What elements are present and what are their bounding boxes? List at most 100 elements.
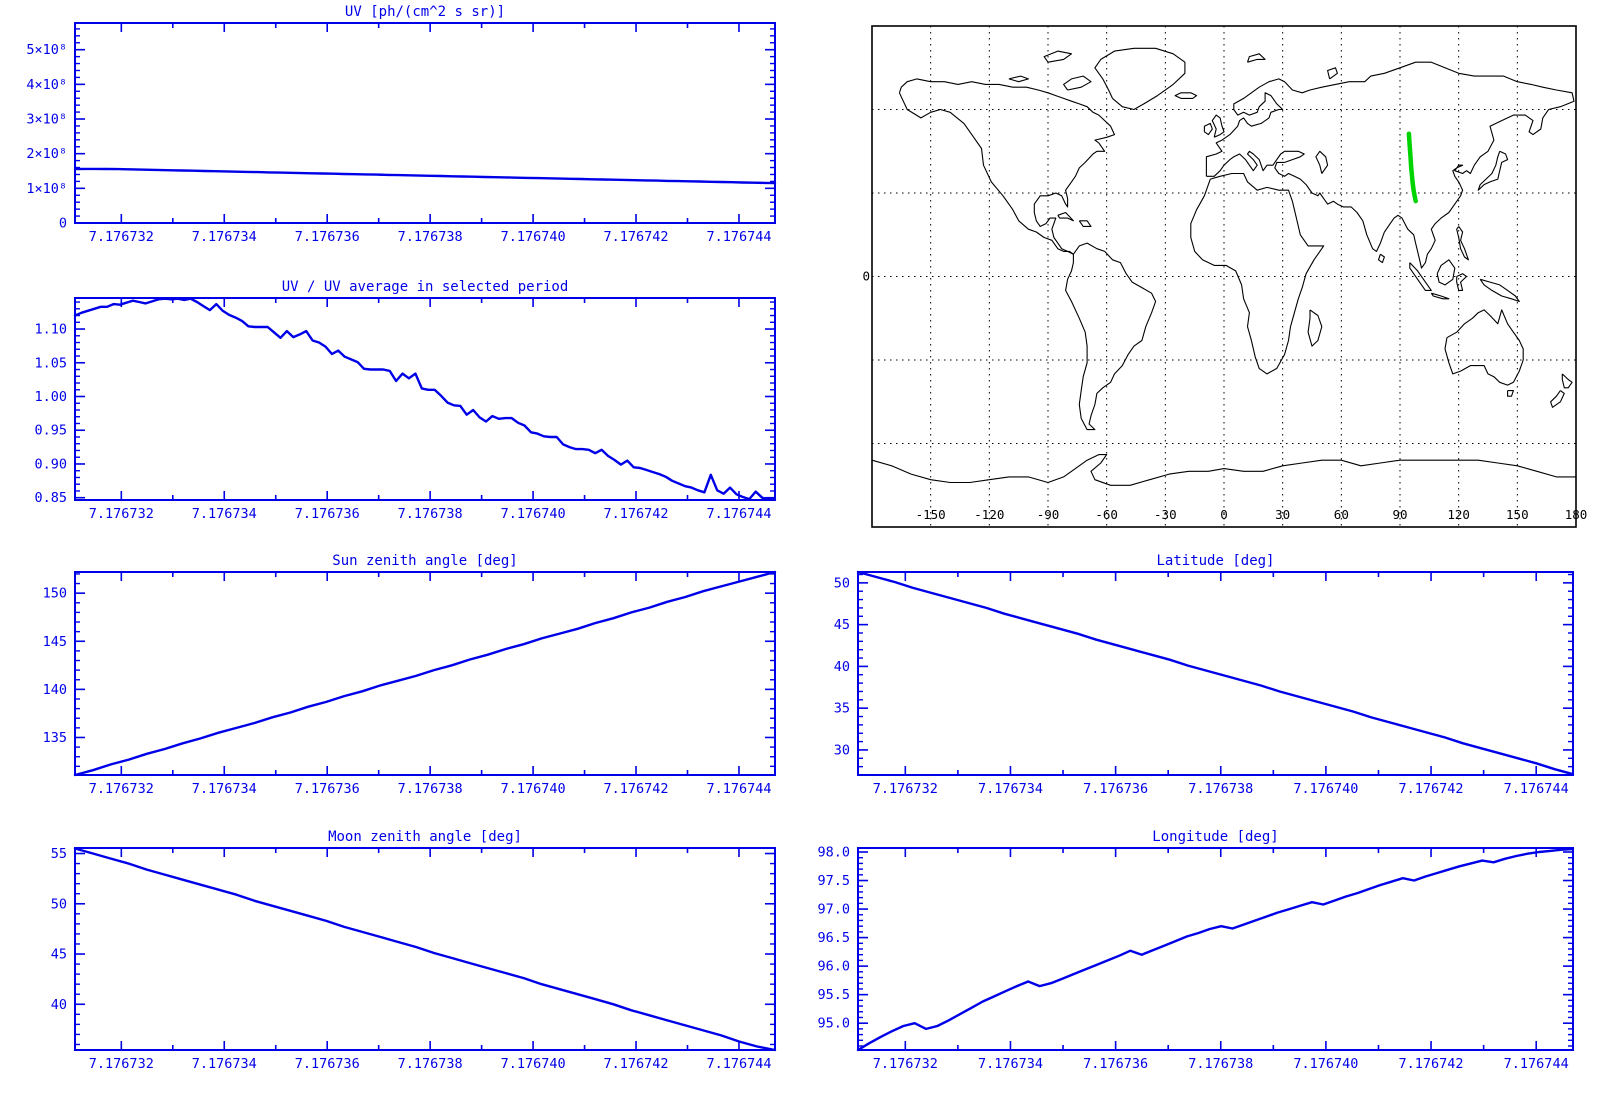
coastline — [1430, 292, 1450, 300]
x-tick-label: 7.176732 — [89, 781, 154, 797]
ground-track — [1406, 131, 1418, 204]
x-tick-label: 7.176734 — [192, 506, 257, 522]
map-lon-label: 120 — [1447, 507, 1470, 522]
x-tick-label: 7.176742 — [604, 1056, 669, 1072]
x-tick-label: 7.176736 — [295, 506, 360, 522]
x-tick-label: 7.176744 — [706, 229, 771, 245]
coastline — [1315, 150, 1329, 174]
x-tick-label: 7.176740 — [501, 781, 566, 797]
y-tick-label: 5×10⁸ — [26, 42, 67, 58]
map-lon-label: 0 — [1220, 507, 1228, 522]
x-tick-label: 7.176738 — [398, 1056, 463, 1072]
x-tick-label: 7.176742 — [1399, 1056, 1464, 1072]
map-lon-label: -30 — [1154, 507, 1177, 522]
x-tick-label: 7.176732 — [89, 1056, 154, 1072]
coastline — [1477, 150, 1509, 191]
x-tick-label: 7.176736 — [295, 781, 360, 797]
y-tick-label: 97.5 — [817, 873, 850, 889]
x-tick-label: 7.176736 — [1083, 1056, 1148, 1072]
map-frame — [871, 25, 1577, 528]
coastline — [1065, 242, 1157, 431]
x-tick-label: 7.176738 — [398, 229, 463, 245]
y-tick-label: 0 — [59, 216, 67, 232]
chart-frame — [857, 571, 1574, 776]
coastline — [1063, 75, 1092, 91]
y-tick-label: 1.05 — [34, 355, 67, 371]
y-tick-label: 97.0 — [817, 902, 850, 918]
chart-title: UV [ph/(cm^2 s sr)] — [345, 4, 505, 20]
y-tick-label: 40 — [834, 659, 850, 675]
x-tick-label: 7.176734 — [192, 781, 257, 797]
x-tick-label: 7.176732 — [873, 781, 938, 797]
x-tick-label: 7.176732 — [89, 506, 154, 522]
coastline — [1078, 220, 1092, 227]
y-tick-label: 4×10⁸ — [26, 77, 67, 93]
coastline — [1436, 259, 1456, 286]
coastline — [1174, 92, 1198, 99]
map-lon-label: 150 — [1506, 507, 1529, 522]
series-line-ratio — [73, 297, 777, 501]
y-tick-label: 96.0 — [817, 959, 850, 975]
y-tick-label: 1.10 — [34, 322, 67, 338]
coastline — [1377, 253, 1385, 264]
coastline — [1456, 273, 1468, 291]
x-tick-label: 7.176740 — [501, 506, 566, 522]
y-tick-label: 0.90 — [34, 456, 67, 472]
coastline — [1479, 278, 1520, 303]
x-tick-label: 7.176732 — [873, 1056, 938, 1072]
coastline — [1205, 61, 1575, 269]
x-tick-label: 7.176738 — [1188, 1056, 1253, 1072]
y-tick-label: 145 — [43, 634, 67, 650]
series-line-longitude — [856, 847, 1575, 1052]
coastline — [1057, 211, 1074, 222]
y-tick-label: 95.0 — [817, 1016, 850, 1032]
x-tick-label: 7.176738 — [398, 506, 463, 522]
series-line-sun_zenith — [73, 570, 777, 777]
x-tick-label: 7.176736 — [295, 1056, 360, 1072]
chart-title: UV / UV average in selected period — [282, 279, 569, 295]
y-tick-label: 1.00 — [34, 389, 67, 405]
y-tick-label: 50 — [834, 575, 850, 591]
chart-moon_zenith: Moon zenith angle [deg] 7.176732 7.176734 7… — [51, 829, 777, 1072]
coastline — [1043, 50, 1073, 63]
y-tick-label: 50 — [51, 896, 67, 912]
chart-frame — [857, 847, 1574, 1051]
y-tick-label: 96.5 — [817, 930, 850, 946]
x-tick-label: 7.176736 — [295, 229, 360, 245]
x-tick-label: 7.176734 — [192, 1056, 257, 1072]
map-lon-label: -150 — [916, 507, 946, 522]
chart-ratio: UV / UV average in selected period 7.1767… — [34, 279, 777, 522]
map-lon-label: 30 — [1275, 507, 1290, 522]
series-line-uv — [73, 167, 777, 185]
chart-uv: UV [ph/(cm^2 s sr)] 7.176732 7.176734 7.176… — [26, 4, 777, 245]
coastline — [1561, 373, 1573, 389]
world-map: -150 -120 -90 -60 -30 0 30 60 90 120 150 180 0 — [862, 25, 1587, 528]
y-tick-label: 30 — [834, 742, 850, 758]
x-tick-label: 7.176744 — [1504, 781, 1569, 797]
x-tick-label: 7.176744 — [1504, 1056, 1569, 1072]
x-tick-label: 7.176738 — [398, 781, 463, 797]
y-tick-label: 98.0 — [817, 844, 850, 860]
chart-title: Longitude [deg] — [1152, 829, 1278, 845]
x-tick-label: 7.176740 — [501, 229, 566, 245]
chart-sun_zenith: Sun zenith angle [deg] 7.176732 7.176734 7.… — [43, 553, 777, 797]
y-tick-label: 45 — [834, 617, 850, 633]
y-tick-label: 35 — [834, 701, 850, 717]
series-line-moon_zenith — [73, 847, 777, 1052]
x-tick-label: 7.176732 — [89, 229, 154, 245]
x-tick-label: 7.176744 — [706, 506, 771, 522]
chart-frame — [74, 571, 776, 776]
x-tick-label: 7.176744 — [706, 1056, 771, 1072]
chart-latitude: Latitude [deg] 7.176732 7.176734 7.176736 7.… — [834, 553, 1575, 797]
map-lon-label: 60 — [1334, 507, 1349, 522]
map-lon-label: -120 — [974, 507, 1004, 522]
x-tick-label: 7.176742 — [604, 229, 669, 245]
coastline — [1203, 122, 1213, 136]
x-tick-label: 7.176744 — [706, 781, 771, 797]
y-tick-label: 3×10⁸ — [26, 112, 67, 128]
chart-frame — [74, 297, 776, 501]
x-tick-label: 7.176740 — [1293, 1056, 1358, 1072]
x-tick-label: 7.176740 — [1293, 781, 1358, 797]
